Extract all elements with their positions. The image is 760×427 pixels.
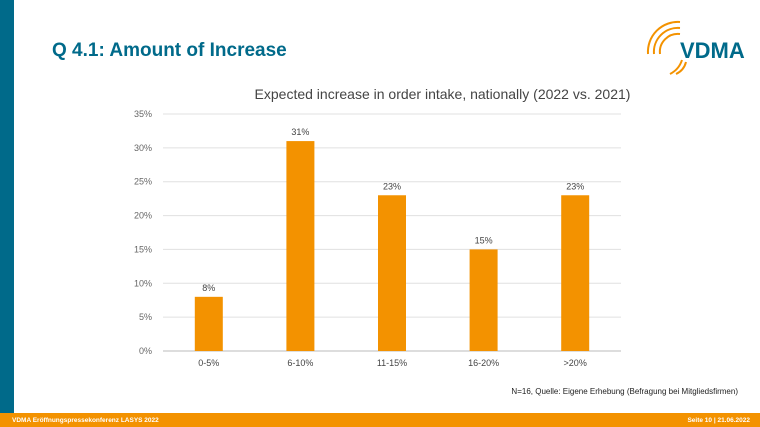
y-tick-label: 30% [134,143,152,153]
data-label: 23% [383,181,401,191]
source-note: N=16, Quelle: Eigene Erhebung (Befragung… [511,387,738,396]
chart-title: Expected increase in order intake, natio… [254,86,631,102]
data-label: 15% [475,235,493,245]
bar [378,195,406,351]
bar [194,296,223,351]
x-tick-label: >20% [564,358,587,368]
x-tick-label: 11-15% [377,358,407,368]
bar [469,249,498,351]
y-tick-label: 10% [134,278,152,288]
y-tick-label: 5% [139,312,152,322]
data-label: 31% [291,127,309,137]
data-label: 8% [202,283,215,293]
y-tick-label: 20% [134,211,152,221]
data-label: 23% [566,181,584,191]
y-tick-label: 15% [134,244,152,254]
footer-event: VDMA Eröffnungspressekonferenz LASYS 202… [12,417,159,424]
svg-text:VDMA: VDMA [680,38,745,63]
x-tick-label: 16-20% [468,358,499,368]
vdma-logo: VDMA [646,20,745,75]
bar [561,195,590,351]
y-tick-label: 0% [139,346,152,356]
footer: VDMA Eröffnungspressekonferenz LASYS 202… [0,413,760,427]
y-tick-label: 25% [134,177,152,187]
x-tick-label: 6-10% [287,358,313,368]
bar [286,141,315,351]
y-tick-label: 35% [134,109,152,119]
x-tick-label: 0-5% [198,358,219,368]
sidebar-accent-bar [0,0,14,413]
footer-page-date: Seite 10 | 21.06.2022 [687,417,750,424]
slide-title: Q 4.1: Amount of Increase [52,40,287,61]
